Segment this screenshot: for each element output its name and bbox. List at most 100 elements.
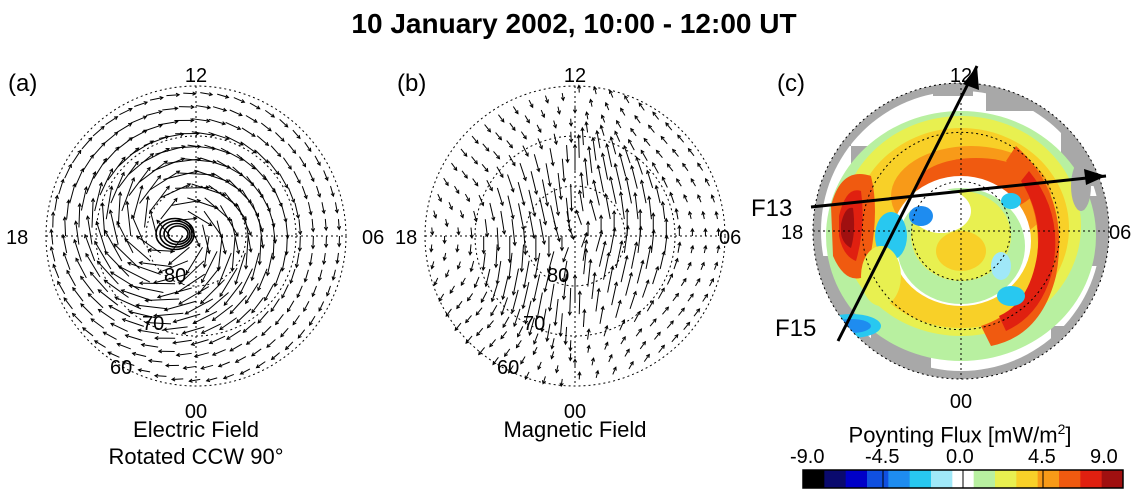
panel-a-vector-233	[131, 351, 147, 357]
panel-b-vector-20	[561, 274, 567, 301]
panel-b-vector-205	[536, 124, 542, 134]
panel-b-vector-200	[472, 178, 479, 187]
panel-b-vector-142	[633, 310, 641, 323]
panel-b-vector-64	[528, 189, 537, 218]
panel-b-vector-112	[545, 323, 551, 343]
panel-a-vector-249	[116, 122, 133, 133]
colorbar-cell-1	[824, 470, 847, 488]
panel-a-vector-19	[174, 273, 205, 295]
colorbar-cell-13	[1080, 470, 1103, 488]
panel-a-vector-193	[80, 275, 95, 294]
panel-a-vector-237	[80, 303, 93, 316]
panel-a-vector-194	[75, 257, 87, 279]
panel-a-vector-33	[199, 279, 225, 305]
panel-a-vector-203	[127, 129, 148, 141]
panel-a-vector-53	[204, 292, 229, 313]
panel-b-vector-284	[492, 357, 499, 366]
panel-a-vector-208	[208, 118, 227, 126]
panel-a-vector-85	[104, 250, 130, 277]
panel-b-vector-176	[690, 244, 695, 254]
panel-a-vector-116	[96, 260, 119, 285]
panel-a-vector-107	[236, 308, 252, 324]
panel-a-vector-206	[174, 118, 195, 123]
panel-b-magnetic-field-plot: 12 18 06 00 80 70 60	[395, 65, 741, 423]
panel-a-vector-226	[251, 348, 262, 357]
panel-b-vector-135	[660, 200, 666, 220]
panel-a-vector-175	[310, 235, 316, 250]
panel-a-vector-311	[279, 119, 289, 128]
panel-a-vector-18	[197, 266, 221, 295]
panel-a-vector-42	[160, 183, 192, 199]
panel-a-vector-246	[82, 154, 94, 172]
panel-a-vector-168	[240, 141, 257, 154]
panel-a-vector-52	[223, 281, 243, 306]
panel-a-vector-253	[178, 104, 195, 110]
panel-b-grid	[424, 85, 726, 387]
panel-a-vector-131	[250, 162, 267, 181]
panel-a-vector-205	[158, 119, 179, 126]
panel-b-vector-57	[535, 292, 543, 320]
panel-b-vector-299	[471, 135, 479, 145]
caption-c-close: ]	[1065, 422, 1072, 448]
panel-a-vector-37	[126, 261, 161, 275]
panel-a-vector-286	[81, 327, 94, 337]
panel-b-vector-220	[700, 261, 705, 270]
panel-b-vector-118	[481, 252, 486, 272]
panel-b-vector-179	[672, 292, 680, 302]
panel-b-vector-115	[500, 297, 508, 316]
panel-b-vector-140	[657, 287, 665, 299]
panel-a-vector-143	[226, 329, 242, 340]
panel-a-vector-304	[166, 92, 181, 98]
colorbar-tick-3: 0.0	[946, 446, 974, 468]
panel-a-vector-212	[270, 145, 282, 158]
panel-b-vector-271	[693, 308, 701, 317]
panel-b-vector-59	[511, 268, 520, 296]
panel-b-vector-197	[456, 227, 461, 236]
panel-b-vector-283	[508, 365, 514, 374]
caption-b: Magnetic Field	[455, 416, 695, 443]
panel-a-vector-41	[149, 185, 170, 212]
panel-b-vector-79	[595, 287, 601, 312]
panel-b-vector-309	[624, 94, 630, 104]
panel-b-vector-250	[509, 122, 516, 132]
panel-b-vector-306	[576, 84, 582, 93]
panel-b-vector-7	[595, 229, 604, 252]
panel-a-vector-221	[311, 285, 317, 298]
panel-a-vector-251	[145, 110, 163, 116]
panel-b-vector-186	[568, 353, 573, 362]
satellite-label-f15: F15	[775, 315, 816, 342]
panel-b-mlt-18: 18	[395, 227, 417, 249]
panel-b-vector-61	[507, 236, 512, 264]
panel-a-vector-231	[164, 363, 179, 368]
panel-b-vector-126	[549, 148, 555, 167]
panel-b-vector-256	[604, 101, 610, 111]
panel-b-vector-278	[595, 369, 600, 379]
panel-a-vector-295	[58, 178, 65, 195]
panel-b-vector-98	[618, 152, 627, 177]
panel-a-vector-229	[200, 364, 214, 370]
panel-a-vector-291	[49, 246, 56, 262]
panel-label-a: (a)	[8, 70, 38, 97]
panel-b-vector-288	[445, 308, 452, 318]
caption-b-line-1: Magnetic Field	[503, 417, 647, 442]
panel-b-vector-86	[495, 260, 502, 285]
panel-a-vector-12	[174, 216, 198, 222]
panel-b-vector-183	[620, 335, 626, 345]
colorbar-cell-8	[973, 470, 996, 488]
panel-a-vector-216	[307, 202, 313, 216]
panel-a-vector-209	[225, 121, 242, 130]
panel-a-vector-172	[287, 187, 296, 204]
panel-b-vector-249	[495, 132, 503, 141]
panel-a-vector-211	[256, 135, 270, 147]
panel-b-vector-74	[650, 228, 656, 253]
panel-b-vector-45	[583, 157, 589, 186]
panel-a-vector-72	[258, 219, 265, 249]
panel-a-vector-190	[110, 322, 128, 332]
panel-b-vector-313	[677, 134, 685, 143]
panel-b-vector-128	[580, 126, 585, 146]
panel-b-vector-46	[596, 164, 605, 193]
panel-a-vector-145	[190, 339, 209, 346]
caption-a: Electric Field Rotated CCW 90°	[76, 416, 316, 470]
panel-b-vector-110	[582, 308, 587, 327]
panel-b-vector-44	[569, 183, 574, 212]
